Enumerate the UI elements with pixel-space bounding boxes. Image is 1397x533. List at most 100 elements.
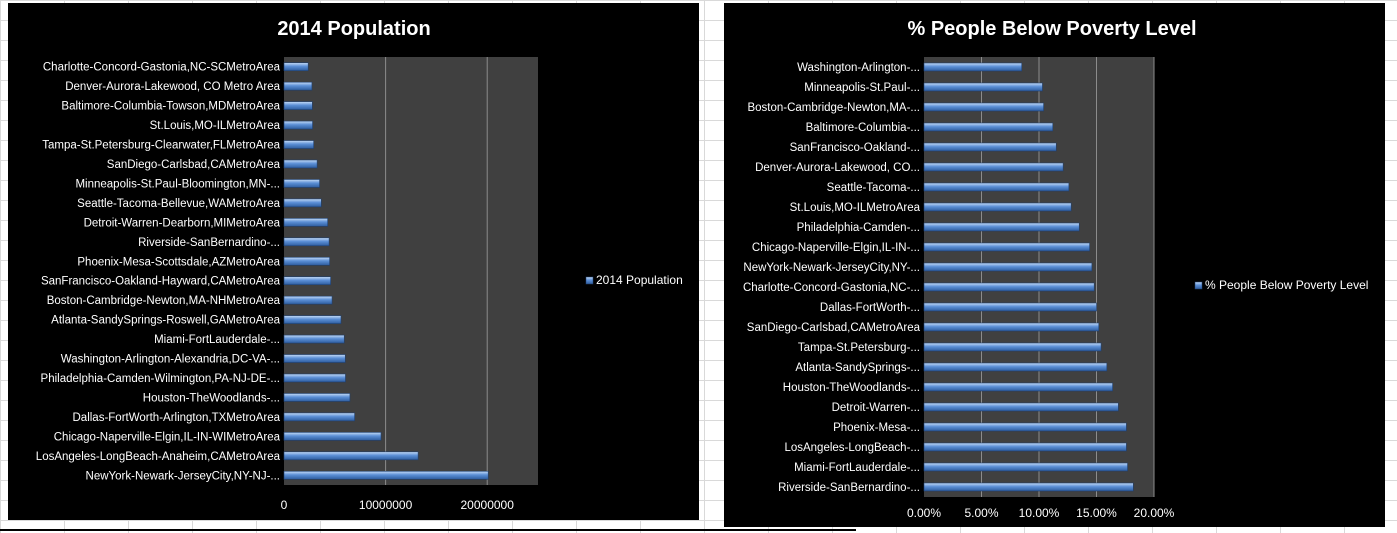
category-label: LosAngeles-LongBeach-Anaheim,CAMetroArea <box>36 451 281 463</box>
category-label: Phoenix-Mesa-... <box>833 422 920 434</box>
bar <box>923 402 1119 412</box>
bar <box>923 302 1097 312</box>
category-label: Dallas-FortWorth-Arlington,TXMetroArea <box>73 412 281 424</box>
bar <box>923 82 1043 92</box>
bar <box>283 159 318 169</box>
bar <box>923 342 1102 352</box>
x-tick-label: 10000000 <box>359 498 413 512</box>
category-label: SanDiego-Carlsbad,CAMetroArea <box>107 159 281 171</box>
bar <box>923 162 1064 172</box>
category-label: St.Louis,MO-ILMetroArea <box>150 120 281 132</box>
bar <box>923 462 1128 472</box>
category-label: SanFrancisco-Oakland-... <box>790 142 920 154</box>
category-label: Baltimore-Columbia-... <box>806 122 920 134</box>
bar <box>923 142 1057 152</box>
bar <box>283 373 346 383</box>
bar <box>283 120 313 130</box>
bar <box>283 334 345 344</box>
chart-title: 2014 Population <box>277 18 430 40</box>
bar <box>283 101 313 110</box>
bar <box>283 218 328 227</box>
bar <box>283 315 342 324</box>
bar <box>283 81 313 91</box>
category-label: Baltimore-Columbia-Towson,MDMetroArea <box>61 101 280 113</box>
bar <box>923 102 1044 112</box>
bar <box>283 276 331 286</box>
bar <box>923 322 1100 332</box>
category-label: Washington-Arlington-Alexandria,DC-VA-..… <box>61 354 280 366</box>
bar <box>283 354 346 363</box>
poverty-chart: % People Below Poverty Level 0.00% 5.00% 10… <box>724 3 1385 527</box>
bar <box>283 198 322 208</box>
category-label: Tampa-St.Petersburg-Clearwater,FLMetroAr… <box>42 140 280 152</box>
bar <box>923 282 1095 292</box>
category-label: Minneapolis-St.Paul-... <box>804 82 920 94</box>
bar <box>283 432 382 441</box>
bar <box>923 442 1127 452</box>
bar <box>283 451 419 461</box>
category-label: Riverside-SanBernardino-... <box>778 482 920 494</box>
category-label: SanDiego-Carlsbad,CAMetroArea <box>747 322 921 334</box>
bar <box>923 62 1023 72</box>
bar <box>923 382 1113 392</box>
category-label: Denver-Aurora-Lakewood, CO Metro Area <box>65 81 280 93</box>
category-label: LosAngeles-LongBeach-... <box>784 442 920 454</box>
bar <box>923 262 1093 272</box>
bar <box>283 140 314 149</box>
legend-label: 2014 Population <box>596 273 683 287</box>
category-label: Tampa-St.Petersburg-... <box>798 342 920 354</box>
x-tick-label: 0 <box>281 498 288 512</box>
bar <box>923 242 1090 252</box>
category-label: Seattle-Tacoma-Bellevue,WAMetroArea <box>77 198 280 210</box>
bar <box>283 237 330 247</box>
bar <box>923 482 1134 492</box>
category-label: Riverside-SanBernardino-... <box>138 237 280 249</box>
bar <box>283 62 309 72</box>
category-label: Chicago-Naperville-Elgin,IL-IN-WIMetroAr… <box>54 431 281 443</box>
legend-swatch <box>1194 281 1203 290</box>
category-label: Boston-Cambridge-Newton,MA-NHMetroArea <box>47 295 281 307</box>
category-label: Washington-Arlington-... <box>797 62 920 74</box>
category-label: Dallas-FortWorth-... <box>820 302 920 314</box>
population-chart: 2014 Population 0 10000000 20000000 NewYork-… <box>8 3 699 520</box>
category-label: Minneapolis-St.Paul-Bloomington,MN-... <box>75 178 280 190</box>
bar <box>923 422 1127 432</box>
bar <box>283 179 320 188</box>
category-label: Miami-FortLauderdale-... <box>154 334 280 346</box>
category-label: Boston-Cambridge-Newton,MA-... <box>747 102 920 114</box>
legend-swatch <box>585 276 594 285</box>
category-label: NewYork-Newark-JerseyCity,NY-NJ-... <box>86 470 280 482</box>
sheet-border-line <box>0 529 856 531</box>
category-label: Denver-Aurora-Lakewood, CO... <box>755 162 920 174</box>
bar <box>923 222 1080 232</box>
category-label: Chicago-Naperville-Elgin,IL-IN-... <box>752 242 920 254</box>
category-label: Houston-TheWoodlands-... <box>783 382 920 394</box>
legend-label: % People Below Poverty Level <box>1205 278 1368 292</box>
category-label: Detroit-Warren-... <box>832 402 920 414</box>
category-label: Philadelphia-Camden-... <box>797 222 920 234</box>
category-label: Atlanta-SandySprings-... <box>795 362 920 374</box>
bar <box>283 470 489 480</box>
x-tick-label: 5.00% <box>964 506 998 520</box>
population-chart-svg: 2014 Population 0 10000000 20000000 NewYork-… <box>36 18 683 512</box>
bar <box>283 295 333 305</box>
x-tick-label: 20000000 <box>461 498 515 512</box>
category-label: Houston-TheWoodlands-... <box>143 392 280 404</box>
bar <box>923 362 1108 372</box>
x-tick-label: 0.00% <box>907 506 941 520</box>
chart-title: % People Below Poverty Level <box>908 18 1197 40</box>
x-tick-label: 20.00% <box>1134 506 1175 520</box>
bar <box>283 256 330 266</box>
category-label: St.Louis,MO-ILMetroArea <box>790 202 921 214</box>
poverty-chart-svg: % People Below Poverty Level 0.00% 5.00% 10… <box>743 18 1368 520</box>
bar <box>283 412 355 422</box>
category-label: Atlanta-SandySprings-Roswell,GAMetroArea <box>51 315 280 327</box>
category-label: NewYork-Newark-JerseyCity,NY-... <box>743 262 920 274</box>
category-label: SanFrancisco-Oakland-Hayward,CAMetroArea <box>41 276 281 288</box>
x-tick-label: 10.00% <box>1019 506 1060 520</box>
x-tick-label: 15.00% <box>1076 506 1117 520</box>
category-label: Miami-FortLauderdale-... <box>794 462 920 474</box>
category-label: Phoenix-Mesa-Scottsdale,AZMetroArea <box>77 256 280 268</box>
category-label: Philadelphia-Camden-Wilmington,PA-NJ-DE-… <box>41 373 280 385</box>
category-label: Seattle-Tacoma-... <box>827 182 920 194</box>
